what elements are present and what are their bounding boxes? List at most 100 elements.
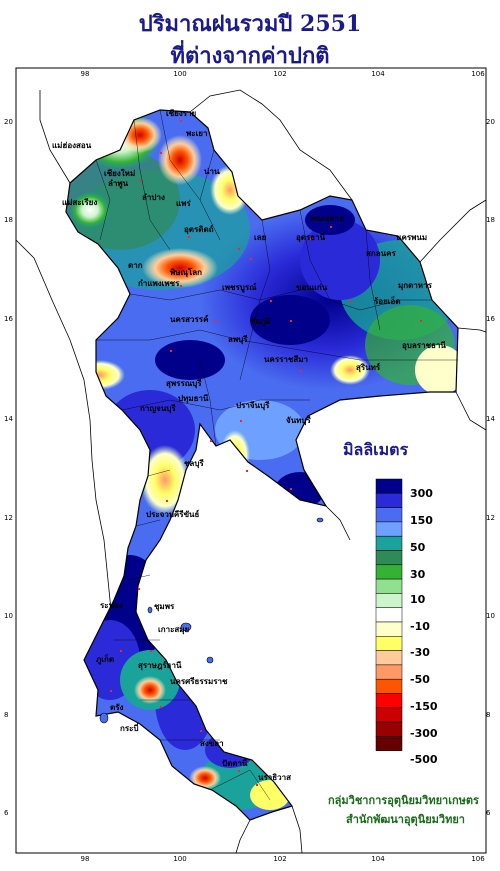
y-tick-label-right: 14 [486, 415, 495, 423]
city-label: กระบี่ [120, 722, 139, 733]
city-label: ตรัง [110, 703, 123, 712]
neighbor-borders [15, 89, 487, 854]
city-label: เลย [254, 233, 267, 242]
city-label: น่าน [204, 167, 220, 176]
city-label: ตาก [128, 261, 143, 270]
city-label: อุบลราชธานี [402, 340, 446, 351]
legend-swatch [375, 707, 403, 723]
city-label: สงขลา [200, 739, 224, 748]
y-tick-label-left: 10 [4, 612, 13, 620]
y-tick-label-right: 16 [486, 315, 495, 323]
y-axis-right: 20 18 16 14 12 10 8 6 [486, 118, 495, 817]
city-label: ชัยภูมิ [250, 317, 271, 327]
city-label: ประจวบคีรีขันธ์ [146, 509, 200, 519]
legend-title: มิลลิเมตร [343, 440, 409, 459]
legend-swatch [375, 678, 403, 694]
y-tick-label-left: 12 [4, 514, 13, 522]
city-label: ขอนแก่น [296, 283, 328, 292]
city-label: นครศรีธรรมราช [170, 676, 228, 686]
city-label: กำแพงเพชร [138, 279, 180, 288]
province-boundaries [95, 109, 458, 801]
y-tick-label-right: 20 [486, 118, 495, 126]
city-label: อุตรดิตถ์ [184, 224, 214, 235]
legend-swatch [375, 693, 403, 709]
city-label: หนองคาย [310, 214, 344, 223]
legend-swatch [375, 521, 403, 537]
station-markers [110, 120, 422, 786]
city-label: นราธิวาส [258, 773, 291, 782]
city-label: แม่ฮ่องสอน [52, 141, 92, 150]
legend-value-label: 30 [410, 568, 426, 581]
y-tick-label-right: 18 [486, 216, 495, 224]
city-label: ภูเก็ต [96, 653, 114, 665]
x-tick-label-top: 102 [273, 70, 286, 78]
city-label: สุราษฎร์ธานี [138, 660, 182, 671]
city-label: นครสวรรค์ [170, 314, 208, 324]
y-tick-label-right: 6 [486, 809, 491, 817]
city-label: นครพนม [396, 233, 427, 242]
y-tick-label-left: 6 [4, 809, 9, 817]
y-axis-left: 20 18 16 14 12 10 8 6 [4, 118, 13, 817]
city-label: นครราชสีมา [264, 354, 308, 364]
legend-swatch [375, 621, 403, 637]
legend-value-label: -10 [410, 620, 430, 633]
city-label: ปัตตานี [222, 758, 248, 768]
map-title-line2: ที่ต่างจากค่าปกติ [170, 43, 330, 69]
x-tick-label-top: 98 [81, 70, 90, 78]
y-tick-label-left: 14 [4, 415, 13, 423]
legend-swatch [375, 564, 403, 580]
city-label: สุพรรณบุรี [166, 378, 202, 389]
city-label: ปทุมธานี [178, 393, 209, 404]
islands [99, 517, 324, 724]
legend-swatch [375, 493, 403, 508]
legend-labels: 300 150 50 30 10 -10 -30 -50 -150 -300 -500 [410, 487, 438, 766]
legend-value-label: -300 [410, 727, 438, 740]
legend-swatch [375, 636, 403, 651]
x-tick-label-bottom: 98 [81, 855, 90, 863]
y-tick-label-left: 20 [4, 118, 13, 126]
city-label: กาญจนบุรี [140, 403, 176, 414]
city-label: ปราจีนบุรี [236, 400, 270, 411]
legend-swatch [375, 578, 403, 594]
city-label: จันทบุรี [286, 415, 312, 426]
y-tick-label-left: 18 [4, 216, 13, 224]
legend-value-label: 150 [410, 514, 433, 527]
city-label: เกาะสมุย [158, 625, 190, 635]
legend-swatch [375, 664, 403, 680]
y-tick-label-right: 10 [486, 612, 495, 620]
city-label: ชลบุรี [184, 458, 204, 469]
legend-value-label: -500 [410, 753, 438, 766]
city-label: สกลนคร [366, 249, 396, 258]
city-label: เชียงใหม่ [104, 168, 135, 178]
legend-swatch [375, 535, 403, 551]
city-label: เชียงราย [166, 108, 197, 118]
credit-line2: สำนักพัฒนาอุตุนิยมวิทยา [346, 813, 465, 827]
x-tick-label-bottom: 102 [273, 855, 286, 863]
legend-value-label: -30 [410, 646, 430, 659]
legend-value-label: 50 [410, 541, 426, 554]
legend-value-label: 10 [410, 593, 426, 606]
legend-swatch [375, 721, 403, 737]
city-label: สุรินทร์ [356, 362, 381, 373]
city-label: ร้อยเอ็ด [374, 295, 401, 306]
legend-swatch [375, 478, 403, 494]
map-title-line1: ปริมาณฝนรวมปี 2551 [138, 11, 362, 37]
x-axis-top: 98 100 102 104 106 [81, 70, 486, 78]
y-tick-label-left: 16 [4, 315, 13, 323]
legend-swatch [375, 507, 403, 523]
city-label: ลพบุรี [228, 334, 248, 345]
x-tick-label-bottom: 100 [173, 855, 186, 863]
x-axis-bottom: 98 100 102 104 106 [81, 855, 486, 863]
legend-swatch [375, 593, 403, 608]
x-tick-label-top: 106 [471, 70, 485, 78]
city-label: ชุมพร [154, 602, 175, 612]
city-label: ระนอง [100, 601, 123, 610]
city-label: ลำปาง [142, 193, 165, 202]
legend-value-label: -150 [410, 700, 438, 713]
x-tick-label-bottom: 104 [371, 855, 385, 863]
x-tick-label-top: 104 [371, 70, 385, 78]
y-tick-label-left: 8 [4, 711, 8, 719]
city-label: พิษณุโลก [170, 267, 202, 278]
